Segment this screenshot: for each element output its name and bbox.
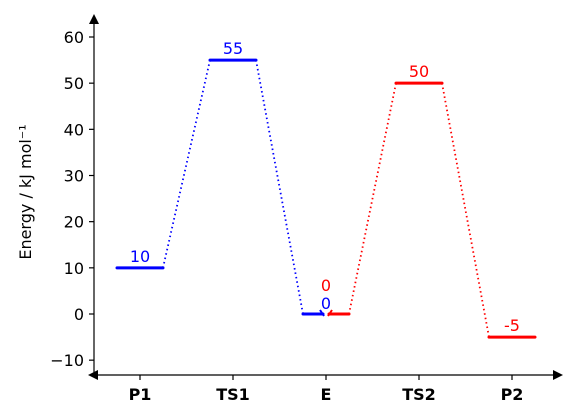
y-tick-label: −10 bbox=[50, 351, 84, 370]
x-axis-arrow-left bbox=[88, 370, 98, 380]
connector bbox=[348, 82, 397, 315]
y-axis-title: Energy / kJ mol⁻¹ bbox=[16, 124, 35, 259]
y-tick-label: 40 bbox=[64, 120, 84, 139]
y-tick-label: 30 bbox=[64, 167, 84, 186]
series-1: 0 50 -5 bbox=[321, 62, 537, 339]
y-tick-label: 0 bbox=[74, 305, 84, 324]
y-tick-label: 50 bbox=[64, 74, 84, 93]
y-axis-arrow bbox=[89, 14, 99, 24]
data-label: 55 bbox=[223, 39, 243, 58]
data-label: 0 bbox=[321, 276, 331, 295]
y-tick-label: 60 bbox=[64, 28, 84, 47]
data-label: -5 bbox=[504, 316, 520, 335]
data-label: 10 bbox=[130, 247, 150, 266]
data-label: 0 bbox=[321, 294, 331, 313]
x-tick-label: P1 bbox=[129, 385, 152, 404]
level-hook bbox=[319, 309, 325, 317]
data-label: 50 bbox=[409, 62, 429, 81]
connector bbox=[255, 59, 304, 315]
x-axis-arrow-right bbox=[553, 370, 563, 380]
series-marks: 10 55 00 50 -5 bbox=[115, 39, 537, 339]
x-tick-label: P2 bbox=[501, 385, 524, 404]
axes: −10 0 10 20 30 40 50 60 P1 TS1 E TS2 P2 bbox=[50, 14, 563, 404]
y-tick-label: 20 bbox=[64, 213, 84, 232]
x-tick-label: E bbox=[321, 385, 332, 404]
connector bbox=[162, 59, 211, 269]
series-0: 10 55 0 bbox=[115, 39, 331, 317]
y-tick-label: 10 bbox=[64, 259, 84, 278]
connector bbox=[441, 83, 490, 338]
x-tick-label: TS2 bbox=[402, 385, 436, 404]
x-tick-label: TS1 bbox=[216, 385, 250, 404]
level-hook bbox=[327, 309, 333, 317]
